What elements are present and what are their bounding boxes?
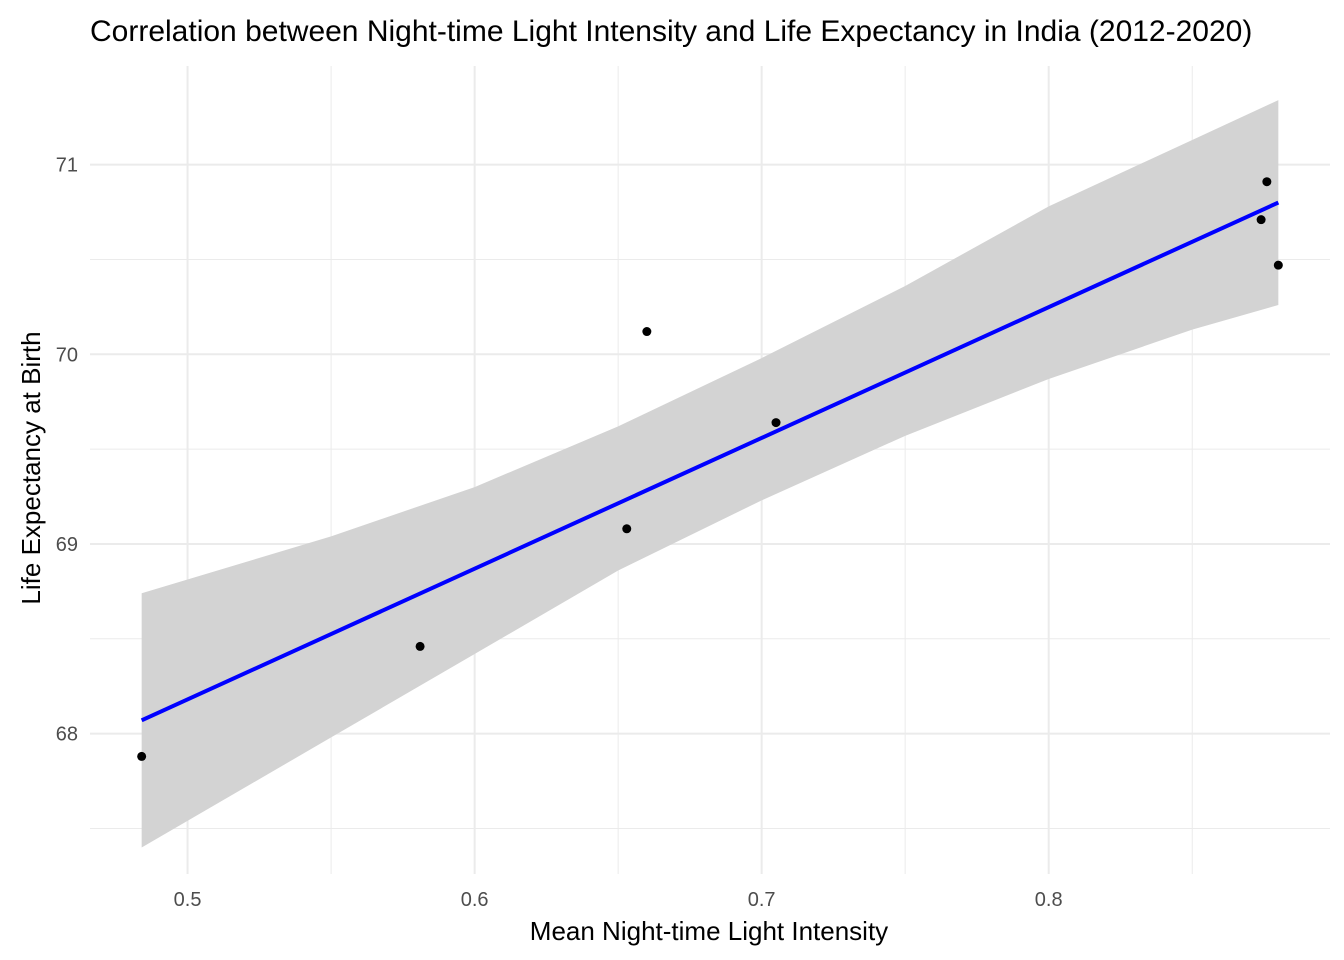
data-point <box>1262 177 1272 187</box>
x-tick-label: 0.7 <box>748 889 776 911</box>
x-axis-tick-labels: 0.5 0.6 0.7 0.8 <box>174 889 1063 911</box>
x-axis-title: Mean Night-time Light Intensity <box>530 916 888 946</box>
data-point <box>622 524 632 534</box>
data-point <box>137 751 147 761</box>
confidence-band <box>141 100 1279 848</box>
y-tick-label: 71 <box>56 155 78 177</box>
y-axis-tick-labels: 68 69 70 71 <box>56 155 78 746</box>
data-point <box>771 418 781 428</box>
fit-line-layer <box>140 200 1280 723</box>
x-tick-label: 0.6 <box>461 889 489 911</box>
data-point <box>1273 260 1283 270</box>
data-point <box>1256 215 1266 225</box>
regression-line <box>140 200 1280 723</box>
data-point <box>642 327 652 337</box>
x-tick-label: 0.5 <box>174 889 202 911</box>
major-gridlines <box>90 66 1330 874</box>
data-point <box>415 641 425 651</box>
y-axis-title: Life Expectancy at Birth <box>16 331 46 604</box>
x-tick-label: 0.8 <box>1035 889 1063 911</box>
y-tick-label: 70 <box>56 344 78 366</box>
data-points <box>137 177 1283 761</box>
y-tick-label: 68 <box>56 724 78 746</box>
chart-title: Correlation between Night-time Light Int… <box>90 15 1252 48</box>
confidence-band-layer <box>141 100 1279 848</box>
y-tick-label: 69 <box>56 534 78 556</box>
